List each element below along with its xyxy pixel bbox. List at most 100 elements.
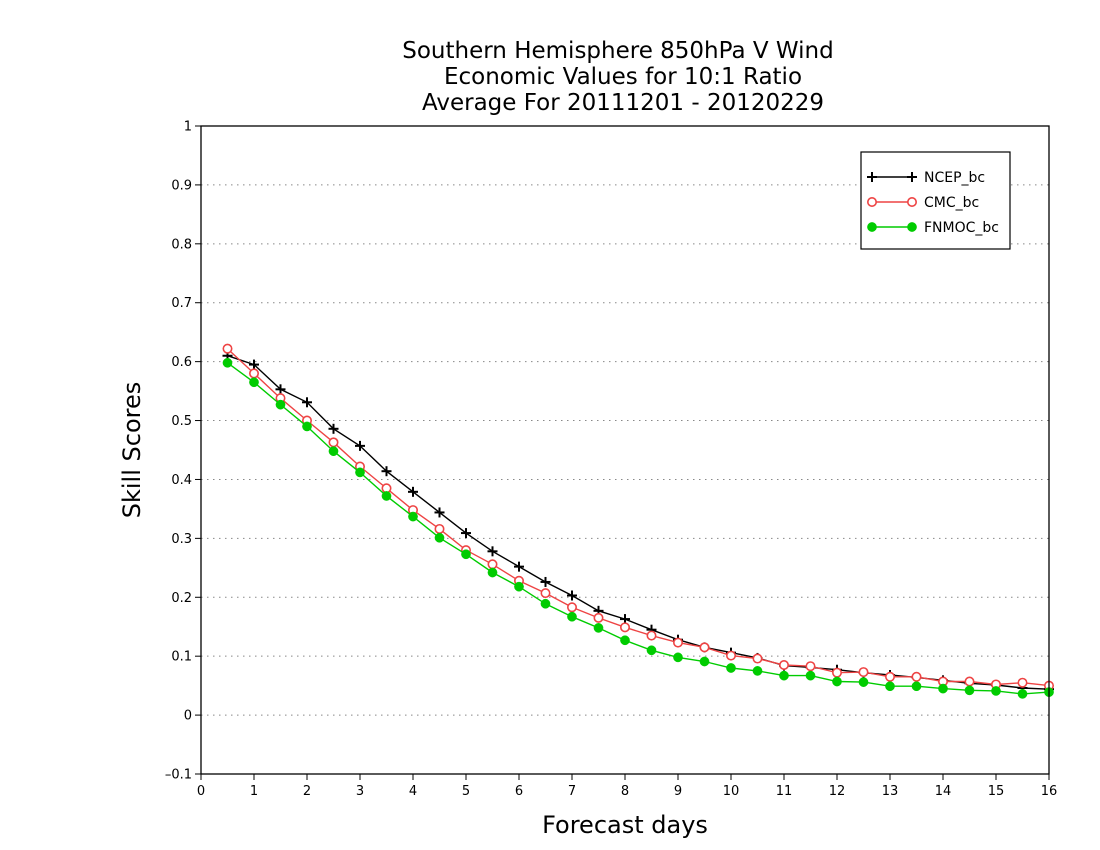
x-tick-label-3: 3 (356, 784, 364, 799)
legend: NCEP_bc CMC_bc FNMOC_bc (860, 151, 1011, 250)
data-point-cmc-bc-19 (725, 650, 736, 661)
data-point-ncep-bc-3 (302, 397, 312, 408)
x-tick-label-6: 6 (515, 784, 523, 799)
data-point-ncep-bc-2 (275, 384, 286, 395)
y-tick-label-3: 0.2 (171, 591, 192, 606)
data-point-ncep-bc-8 (434, 507, 445, 518)
legend-label-ncep-bc: NCEP_bc (924, 170, 985, 186)
x-tick-label-16: 16 (1041, 784, 1058, 799)
data-point-cmc-bc-17 (672, 637, 683, 648)
x-tick-label-10: 10 (723, 784, 740, 799)
x-tick-label-8: 8 (621, 784, 629, 799)
data-point-fnmoc-bc-18 (699, 656, 710, 667)
title-line-2: Economic Values for 10:1 Ratio (444, 64, 802, 90)
x-tick-label-5: 5 (462, 784, 470, 799)
data-point-cmc-bc-28 (964, 676, 975, 687)
series-layer (222, 343, 1055, 699)
y-tick-label-7: 0.6 (171, 355, 192, 370)
data-point-fnmoc-bc-19 (726, 663, 736, 673)
data-point-ncep-bc-12 (540, 576, 551, 587)
data-point-fnmoc-bc-15 (620, 635, 630, 646)
data-point-fnmoc-bc-7 (408, 511, 418, 522)
data-point-ncep-bc-6 (381, 466, 392, 477)
data-point-fnmoc-bc-24 (858, 677, 869, 687)
y-tick-label-9: 0.8 (171, 237, 192, 252)
x-tick-label-2: 2 (303, 784, 311, 799)
series-line-fnmoc-bc (227, 362, 1050, 695)
data-point-cmc-bc-1 (249, 368, 260, 379)
data-point-fnmoc-bc-16 (646, 645, 657, 656)
y-tick-label-8: 0.7 (171, 296, 192, 311)
data-point-fnmoc-bc-29 (991, 686, 1001, 696)
data-point-cmc-bc-0 (222, 343, 233, 354)
data-point-cmc-bc-14 (593, 612, 604, 623)
data-point-cmc-bc-26 (911, 671, 922, 682)
data-point-cmc-bc-25 (884, 671, 895, 682)
legend-marker-start-fnmoc-bc (867, 222, 877, 232)
chart-title: Southern Hemisphere 850hPa V Wind Econom… (402, 38, 833, 116)
x-tick-label-4: 4 (409, 784, 417, 799)
data-point-fnmoc-bc-27 (938, 683, 948, 694)
legend-label-fnmoc-bc: FNMOC_bc (924, 220, 999, 236)
data-point-ncep-bc-13 (567, 590, 577, 601)
title-line-1: Southern Hemisphere 850hPa V Wind (402, 38, 833, 64)
x-axis-title: Forecast days (542, 811, 708, 839)
data-point-fnmoc-bc-3 (302, 421, 312, 432)
data-point-cmc-bc-12 (540, 588, 551, 599)
y-tick-label-1: 0 (184, 709, 192, 724)
data-point-fnmoc-bc-17 (673, 652, 683, 663)
data-point-fnmoc-bc-12 (540, 598, 551, 609)
legend-marker-start-cmc-bc (866, 197, 877, 208)
data-point-ncep-bc-4 (328, 423, 339, 434)
x-tick-label-9: 9 (674, 784, 682, 799)
y-tick-label-4: 0.3 (171, 532, 192, 547)
legend-box (860, 151, 1011, 250)
x-tick-label-14: 14 (935, 784, 952, 799)
data-point-ncep-bc-5 (355, 440, 365, 451)
x-tick-label-12: 12 (829, 784, 846, 799)
data-point-fnmoc-bc-9 (461, 549, 471, 560)
x-tick-label-11: 11 (776, 784, 793, 799)
series-fnmoc-bc (222, 357, 1054, 699)
series-ncep-bc (222, 350, 1054, 695)
data-point-fnmoc-bc-14 (593, 623, 604, 633)
data-point-cmc-bc-16 (646, 630, 657, 641)
legend-entry-ncep-bc: NCEP_bc (867, 170, 985, 186)
data-point-fnmoc-bc-1 (249, 377, 259, 388)
data-point-fnmoc-bc-8 (434, 532, 445, 543)
data-point-fnmoc-bc-28 (964, 685, 975, 696)
x-tick-label-7: 7 (568, 784, 576, 799)
x-tick-label-1: 1 (250, 784, 258, 799)
legend-entry-cmc-bc: CMC_bc (866, 195, 979, 211)
y-tick-label-6: 0.5 (171, 414, 192, 429)
x-tick-label-13: 13 (882, 784, 899, 799)
data-point-fnmoc-bc-26 (911, 681, 922, 692)
y-tick-label-0: –0.1 (165, 768, 192, 783)
y-tick-label-11: 1 (184, 120, 192, 135)
series-line-cmc-bc (227, 348, 1050, 687)
data-point-fnmoc-bc-23 (832, 676, 842, 687)
legend-entry-fnmoc-bc: FNMOC_bc (867, 220, 999, 236)
data-point-cmc-bc-13 (566, 602, 577, 613)
data-point-fnmoc-bc-30 (1017, 689, 1028, 699)
data-point-fnmoc-bc-20 (752, 666, 763, 676)
data-point-ncep-bc-7 (408, 486, 418, 497)
axes: –0.100.10.20.30.40.50.60.70.80.910 1 2 3 4 5 6… (165, 120, 1057, 800)
data-point-ncep-bc-10 (487, 546, 498, 557)
data-point-fnmoc-bc-21 (779, 670, 789, 681)
data-point-cmc-bc-30 (1017, 677, 1028, 688)
data-point-cmc-bc-15 (619, 622, 630, 633)
legend-marker-end-ncep-bc (907, 172, 917, 182)
data-point-fnmoc-bc-2 (275, 399, 286, 410)
data-point-cmc-bc-23 (831, 667, 842, 678)
y-tick-label-2: 0.1 (171, 650, 192, 665)
data-point-fnmoc-bc-6 (381, 491, 392, 501)
legend-marker-start-ncep-bc (867, 172, 877, 182)
data-point-fnmoc-bc-10 (487, 567, 498, 578)
data-point-ncep-bc-9 (461, 528, 471, 539)
data-point-fnmoc-bc-25 (885, 681, 895, 692)
legend-marker-end-cmc-bc (906, 197, 917, 208)
y-tick-label-10: 0.9 (171, 178, 192, 193)
data-point-fnmoc-bc-5 (355, 467, 365, 478)
